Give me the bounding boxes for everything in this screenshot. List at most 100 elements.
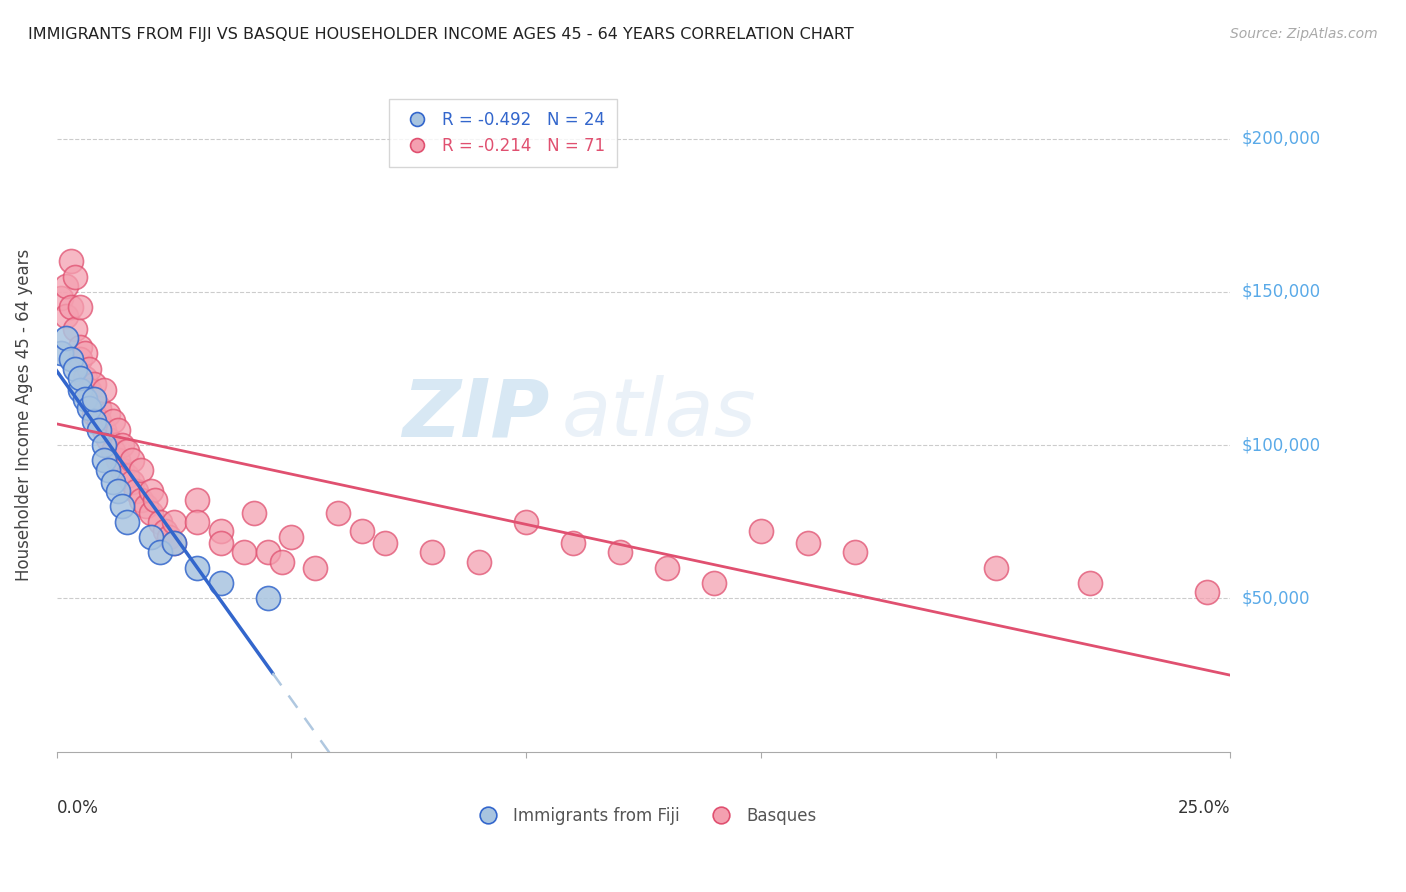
Point xyxy=(79,401,101,416)
Point xyxy=(115,444,138,458)
Point xyxy=(83,408,105,422)
Point xyxy=(703,576,725,591)
Point xyxy=(609,545,631,559)
Point xyxy=(984,560,1007,574)
Point xyxy=(655,560,678,574)
Point xyxy=(69,352,91,367)
Point xyxy=(562,536,585,550)
Point xyxy=(69,383,91,397)
Point xyxy=(139,506,162,520)
Point xyxy=(101,475,124,489)
Point xyxy=(65,321,87,335)
Point xyxy=(93,438,115,452)
Text: IMMIGRANTS FROM FIJI VS BASQUE HOUSEHOLDER INCOME AGES 45 - 64 YEARS CORRELATION: IMMIGRANTS FROM FIJI VS BASQUE HOUSEHOLD… xyxy=(28,27,853,42)
Point xyxy=(97,432,120,446)
Point xyxy=(97,462,120,476)
Point xyxy=(107,453,129,467)
Point xyxy=(350,524,373,538)
Point xyxy=(186,560,208,574)
Point xyxy=(139,530,162,544)
Point xyxy=(73,346,96,360)
Point xyxy=(153,524,176,538)
Text: $50,000: $50,000 xyxy=(1241,590,1310,607)
Point xyxy=(1195,585,1218,599)
Point xyxy=(420,545,443,559)
Point xyxy=(55,331,77,345)
Point xyxy=(280,530,302,544)
Text: $100,000: $100,000 xyxy=(1241,436,1320,454)
Point xyxy=(107,484,129,499)
Point xyxy=(107,423,129,437)
Text: $200,000: $200,000 xyxy=(1241,129,1320,148)
Text: Source: ZipAtlas.com: Source: ZipAtlas.com xyxy=(1230,27,1378,41)
Point xyxy=(233,545,256,559)
Point xyxy=(149,515,172,529)
Point xyxy=(257,591,280,606)
Point xyxy=(83,414,105,428)
Point xyxy=(51,346,73,360)
Point xyxy=(87,401,110,416)
Point xyxy=(97,408,120,422)
Point xyxy=(59,254,82,268)
Point xyxy=(143,493,166,508)
Point xyxy=(163,515,186,529)
Point xyxy=(101,414,124,428)
Point xyxy=(129,493,152,508)
Point xyxy=(515,515,537,529)
Point xyxy=(51,291,73,305)
Point xyxy=(157,530,180,544)
Point xyxy=(73,370,96,384)
Point xyxy=(65,269,87,284)
Point xyxy=(59,352,82,367)
Point xyxy=(101,444,124,458)
Point xyxy=(65,361,87,376)
Point xyxy=(129,462,152,476)
Point xyxy=(139,484,162,499)
Y-axis label: Householder Income Ages 45 - 64 years: Householder Income Ages 45 - 64 years xyxy=(15,248,32,581)
Point xyxy=(83,376,105,391)
Point xyxy=(115,515,138,529)
Point xyxy=(93,423,115,437)
Point xyxy=(111,438,134,452)
Text: atlas: atlas xyxy=(561,376,756,453)
Point xyxy=(69,370,91,384)
Point xyxy=(111,500,134,514)
Point xyxy=(59,300,82,314)
Point xyxy=(1078,576,1101,591)
Point xyxy=(149,545,172,559)
Point xyxy=(797,536,820,550)
Point xyxy=(304,560,326,574)
Point xyxy=(125,484,148,499)
Point xyxy=(87,414,110,428)
Point xyxy=(83,392,105,406)
Point xyxy=(93,453,115,467)
Point xyxy=(328,506,350,520)
Point xyxy=(73,392,96,406)
Point xyxy=(135,500,157,514)
Point xyxy=(374,536,396,550)
Legend: Immigrants from Fiji, Basques: Immigrants from Fiji, Basques xyxy=(464,800,823,831)
Point xyxy=(69,340,91,354)
Point xyxy=(87,423,110,437)
Text: 25.0%: 25.0% xyxy=(1178,798,1230,817)
Point xyxy=(271,555,294,569)
Point xyxy=(83,392,105,406)
Point xyxy=(55,310,77,324)
Point xyxy=(93,383,115,397)
Point xyxy=(163,536,186,550)
Point xyxy=(111,462,134,476)
Point xyxy=(186,493,208,508)
Point xyxy=(209,524,232,538)
Point xyxy=(844,545,866,559)
Point xyxy=(121,475,143,489)
Point xyxy=(163,536,186,550)
Text: $150,000: $150,000 xyxy=(1241,283,1320,301)
Text: ZIP: ZIP xyxy=(402,376,550,453)
Point xyxy=(243,506,266,520)
Point xyxy=(468,555,491,569)
Point xyxy=(257,545,280,559)
Point xyxy=(186,515,208,529)
Text: 0.0%: 0.0% xyxy=(56,798,98,817)
Point xyxy=(79,361,101,376)
Point xyxy=(121,453,143,467)
